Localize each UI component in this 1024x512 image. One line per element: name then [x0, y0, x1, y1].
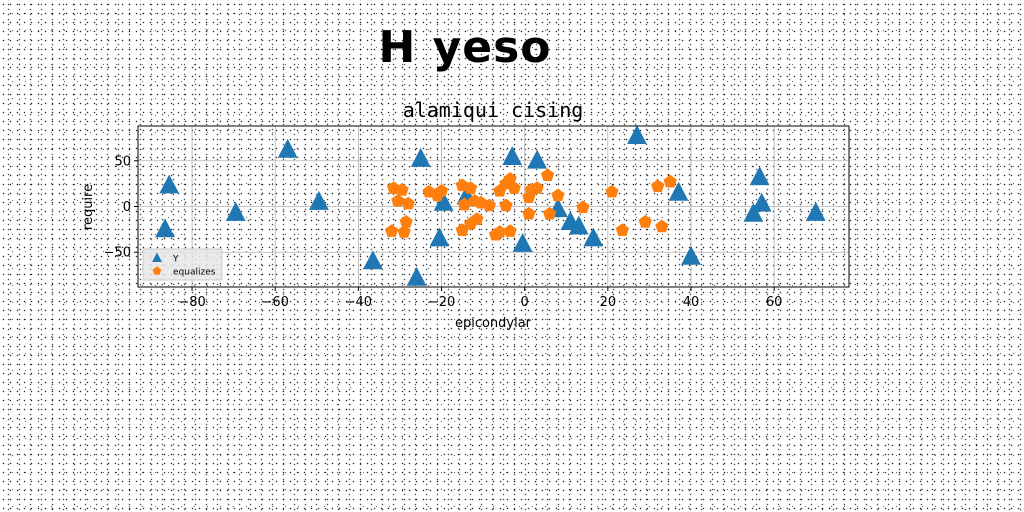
triangle-marker	[681, 245, 701, 265]
pentagon-marker	[463, 181, 478, 194]
x-tick-label: 40	[683, 295, 700, 310]
axis-ticks: −80 −60 −40 −20 0 20 40 60 −50 0 50	[104, 154, 783, 310]
triangle-marker	[308, 190, 329, 210]
pentagon-marker	[499, 198, 513, 212]
triangle-marker	[155, 218, 175, 238]
triangle-marker	[433, 191, 454, 211]
pentagon-marker	[391, 194, 405, 207]
x-tick-label: −80	[178, 295, 205, 310]
legend-box	[142, 248, 223, 281]
legend-label: Y	[172, 255, 179, 265]
pentagon-marker	[384, 224, 399, 237]
triangle-marker	[363, 250, 383, 270]
x-tick-label: 20	[600, 295, 617, 310]
x-tick-label: −40	[345, 295, 372, 310]
pentagon-marker	[651, 179, 665, 193]
triangle-marker	[225, 201, 246, 221]
pentagon-marker	[576, 200, 590, 214]
pentagon-marker	[638, 215, 652, 228]
pentagon-marker	[522, 206, 536, 220]
legend-marker	[152, 252, 162, 262]
y-tick-label: 0	[123, 200, 131, 215]
data-points	[155, 125, 826, 286]
triangle-marker	[277, 138, 298, 158]
pentagon-marker	[530, 181, 544, 194]
pentagon-marker	[470, 212, 484, 225]
figure-title: H yeso	[378, 22, 552, 73]
pentagon-marker	[663, 174, 677, 188]
legend-marker	[152, 266, 162, 275]
legend-label: equalizes	[173, 268, 216, 278]
x-tick-label: −20	[428, 295, 455, 310]
y-tick-label: −50	[104, 246, 131, 261]
pentagon-marker	[615, 223, 630, 236]
pentagon-marker	[493, 225, 507, 238]
pentagon-marker	[507, 181, 521, 194]
pentagon-marker	[503, 224, 517, 237]
pentagon-marker	[482, 198, 496, 212]
pentagon-marker	[395, 183, 409, 196]
triangle-marker	[805, 201, 826, 221]
x-tick-label: 60	[766, 295, 783, 310]
triangle-marker	[627, 125, 647, 144]
triangle-marker	[668, 181, 689, 201]
triangle-marker	[410, 147, 431, 167]
chart-title: alamiqui cising	[403, 98, 584, 122]
pentagon-marker	[542, 206, 557, 220]
triangle-marker	[751, 192, 772, 212]
triangle-marker	[527, 149, 548, 169]
y-tick-label: 50	[114, 154, 131, 169]
pentagon-marker	[551, 188, 565, 202]
pentagon-marker	[540, 168, 555, 182]
pentagon-marker	[401, 196, 415, 210]
triangle-marker	[743, 202, 764, 222]
triangle-marker	[568, 215, 589, 235]
triangle-marker	[512, 233, 533, 252]
triangle-marker	[749, 166, 770, 186]
triangle-marker	[502, 146, 523, 166]
pentagon-marker	[434, 183, 449, 197]
pentagon-marker	[655, 219, 669, 233]
x-axis-label: epicondylar	[455, 316, 532, 331]
triangle-marker	[159, 174, 180, 194]
triangle-marker	[406, 266, 427, 286]
x-tick-label: 0	[521, 295, 529, 310]
triangle-marker	[583, 227, 604, 247]
pentagon-marker	[503, 172, 517, 185]
pentagon-marker	[397, 225, 411, 238]
pentagon-marker	[457, 197, 472, 211]
pentagon-marker	[605, 184, 619, 198]
triangle-marker	[429, 227, 450, 247]
pentagon-marker	[399, 215, 413, 228]
y-axis-label: require	[81, 184, 96, 230]
x-tick-label: −60	[261, 295, 288, 310]
